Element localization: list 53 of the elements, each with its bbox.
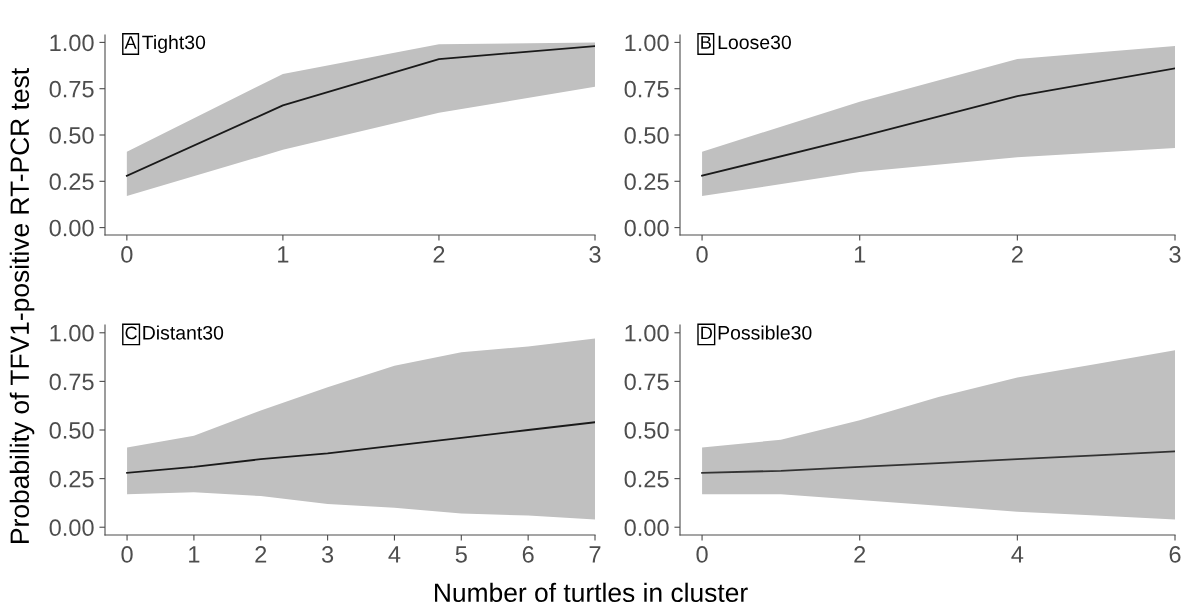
x-tick-label: 3: [321, 546, 334, 563]
x-tick-label: 6: [1169, 546, 1181, 563]
x-tick-label: 6: [522, 546, 534, 563]
y-tick-label: 0.25: [624, 173, 669, 191]
line-series: [701, 450, 1175, 474]
x-tick-label: 4: [1011, 546, 1024, 563]
y-tick-label: 0.75: [624, 80, 669, 98]
x-axis-title: Number of turtles in cluster: [435, 582, 748, 603]
x-tick-label: 0: [121, 546, 133, 563]
x-tick-label: 7: [589, 546, 601, 563]
chart-title: Possible30: [718, 325, 812, 340]
y-tick-label: 0.50: [624, 422, 669, 439]
y-tick-label: 0.00: [49, 219, 94, 237]
y-tick-label: 0.00: [49, 519, 94, 537]
annotation: B: [701, 36, 711, 49]
y-tick-label: 0.50: [49, 422, 94, 439]
x-tick-label: 3: [589, 246, 601, 263]
y-tick-label: 0.25: [49, 470, 94, 488]
y-tick-label: 0.00: [624, 519, 669, 537]
x-tick-label: 5: [455, 546, 467, 563]
chart-title: Loose30: [718, 35, 791, 50]
x-tick-label: 0: [696, 246, 708, 263]
x-tick-label: 1: [854, 246, 866, 263]
x-tick-label: 2: [1011, 246, 1023, 263]
x-tick-label: 2: [255, 546, 267, 563]
y-tick-label: 0.75: [49, 373, 94, 391]
y-tick-label: 1.00: [50, 34, 94, 52]
y-tick-label: 0.25: [624, 470, 669, 488]
x-tick-label: 0: [696, 546, 708, 563]
annotation: C: [125, 326, 137, 340]
y-tick-label: 1.00: [50, 324, 94, 342]
y-tick-label: 0.50: [49, 127, 94, 144]
x-tick-label: 1: [189, 546, 200, 563]
y-tick-label: 0.75: [624, 373, 669, 391]
y-tick-label: 1.00: [625, 34, 669, 52]
y-tick-label: 0.25: [49, 173, 94, 191]
x-tick-label: 2: [433, 246, 445, 263]
y-tick-label: 0.00: [624, 219, 669, 237]
chart-title: Distant30: [143, 325, 224, 340]
chart-title: Tight30: [142, 34, 206, 54]
y-tick-label: 1.00: [625, 324, 669, 342]
line-series: [701, 67, 1175, 177]
y-tick-label: 0.75: [49, 80, 94, 98]
x-tick-label: 2: [854, 546, 866, 563]
x-tick-label: 4: [388, 546, 401, 563]
x-tick-label: 0: [121, 246, 133, 263]
line-series: [126, 421, 595, 474]
y-tick-label: 0.50: [624, 127, 669, 144]
x-tick-label: 3: [1169, 246, 1181, 263]
annotation: A: [124, 36, 137, 49]
y-axis-title: Probability of TFV1-positive RT-PCR test: [9, 68, 35, 543]
x-tick-label: 1: [278, 246, 289, 263]
annotation: D: [701, 326, 712, 340]
